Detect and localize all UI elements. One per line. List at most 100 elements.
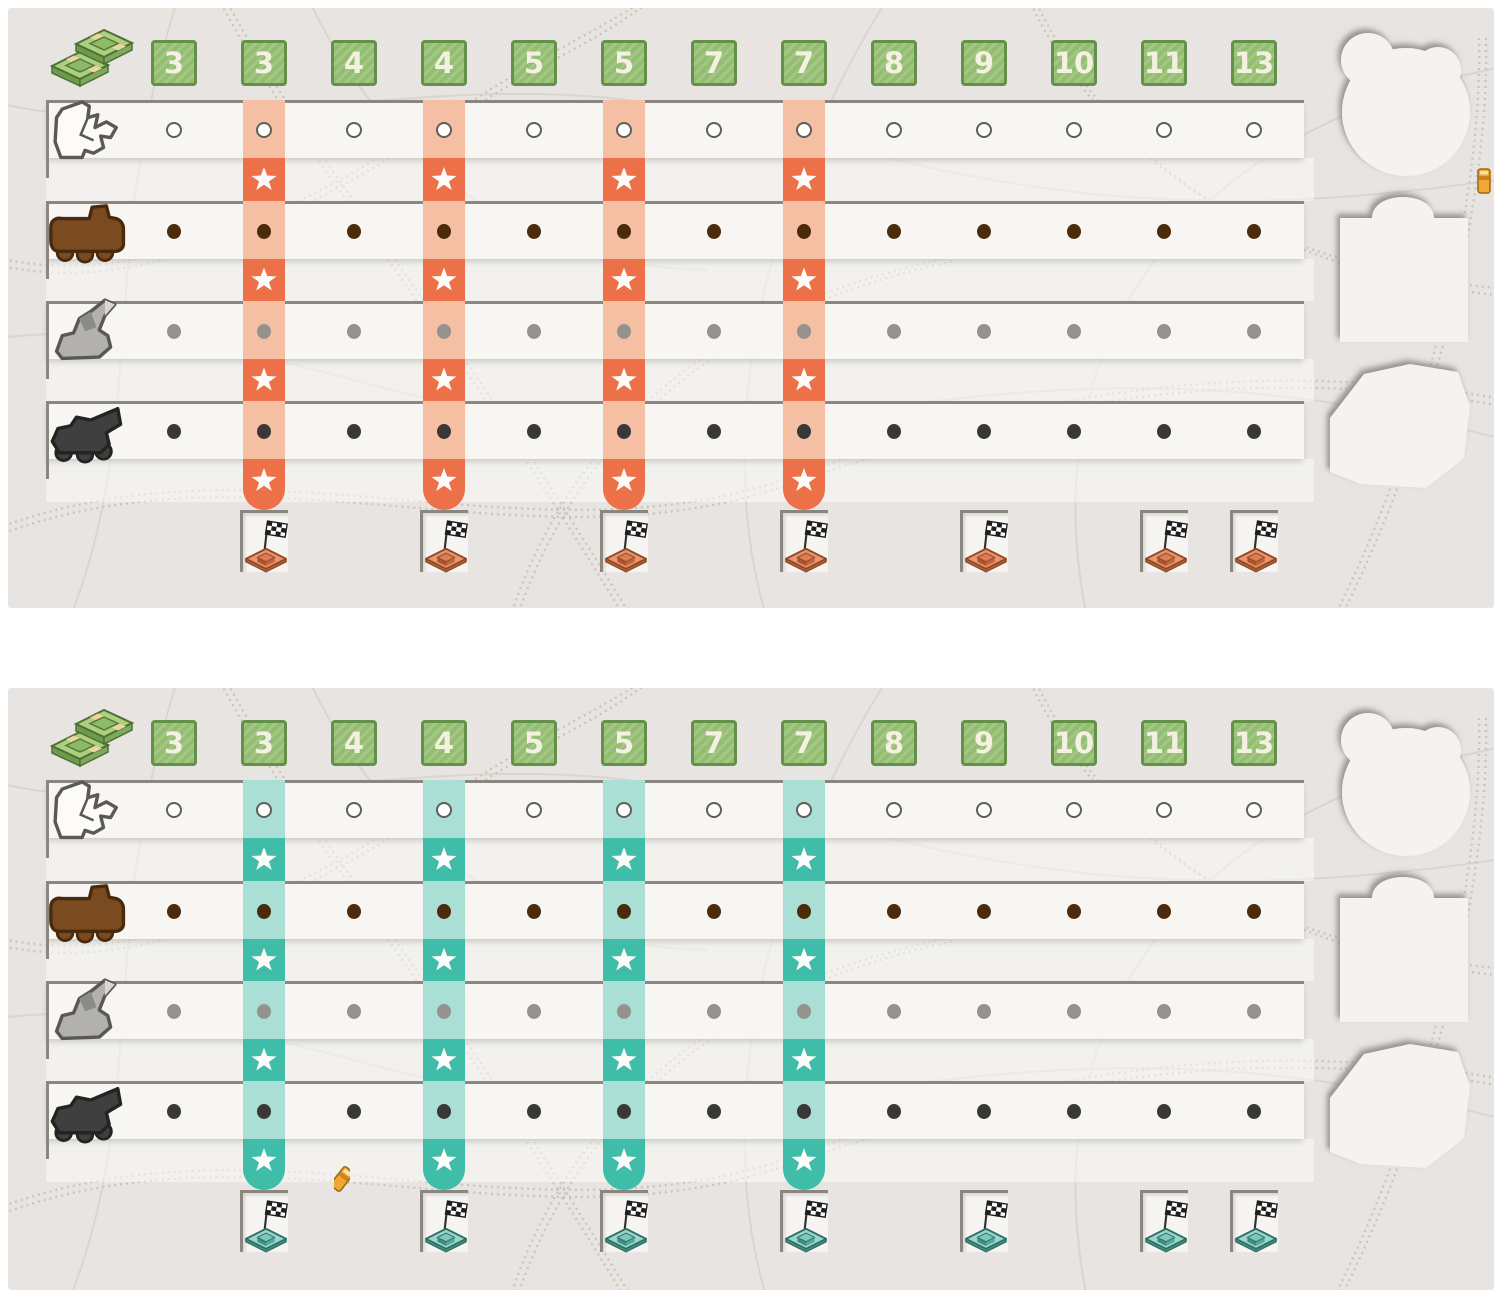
progress-dot <box>887 904 901 919</box>
price-tile-value: 3 <box>253 45 275 80</box>
price-tile-value: 4 <box>343 725 365 760</box>
excavator-icon <box>54 978 117 1041</box>
progress-dot <box>1157 324 1171 339</box>
progress-dot <box>617 1004 631 1019</box>
price-tile: 10 <box>1051 720 1097 766</box>
progress-dot <box>707 424 721 439</box>
row-track-left-border <box>46 100 49 178</box>
progress-dot <box>256 802 272 818</box>
checkered-flag-station-icon <box>244 1200 288 1253</box>
row-gap-shadow <box>46 259 1314 301</box>
progress-dot <box>977 1104 991 1119</box>
checkered-flag-station-icon <box>784 1200 828 1253</box>
progress-dot <box>347 1104 361 1119</box>
progress-dot <box>797 1004 811 1019</box>
price-tile-value: 5 <box>613 725 635 760</box>
bulldozer-outline-icon <box>53 780 119 840</box>
progress-dot <box>1067 424 1081 439</box>
price-tile: 4 <box>331 40 377 86</box>
progress-dot <box>437 224 451 239</box>
price-tile-value: 11 <box>1143 45 1185 80</box>
price-tile: 3 <box>151 40 197 86</box>
progress-dot <box>1247 904 1261 919</box>
progress-dot <box>257 224 271 239</box>
progress-dot <box>887 424 901 439</box>
progress-dot <box>167 1004 181 1019</box>
progress-dot <box>976 122 992 138</box>
progress-dot <box>707 1004 721 1019</box>
progress-dot <box>796 802 812 818</box>
checkered-flag-station-icon <box>1144 520 1188 573</box>
progress-dot <box>617 224 631 239</box>
progress-dot <box>797 224 811 239</box>
vehicle-row-track <box>46 981 1304 1039</box>
row-track-left-border <box>46 981 49 1059</box>
finish-slot <box>240 510 288 573</box>
row-gap-shadow <box>46 158 1314 201</box>
price-tile-value: 4 <box>433 45 455 80</box>
progress-dot <box>256 122 272 138</box>
checkered-flag-station-icon <box>604 520 648 573</box>
progress-dot <box>347 1004 361 1019</box>
price-tile-value: 4 <box>433 725 455 760</box>
die-cut-shapes <box>1330 713 1470 1168</box>
checkered-flag-station-icon <box>964 520 1008 573</box>
progress-dot <box>346 122 362 138</box>
finish-slot <box>960 1190 1008 1253</box>
price-tile: 8 <box>871 720 917 766</box>
progress-dot <box>1157 1004 1171 1019</box>
progress-dot <box>437 1004 451 1019</box>
progress-dot <box>1157 1104 1171 1119</box>
progress-dot <box>257 424 271 439</box>
finish-slot <box>420 1190 468 1253</box>
teal-player-board: 3 3 4 4 5 5 7 7 8 9 10 11 13 <box>8 688 1494 1290</box>
bonus-star-track <box>603 100 645 510</box>
progress-dot <box>797 1104 811 1119</box>
bulldozer-outline-icon <box>53 100 119 160</box>
price-tile-value: 3 <box>163 45 185 80</box>
progress-dot <box>527 424 541 439</box>
price-tile: 11 <box>1141 720 1187 766</box>
progress-dot <box>1157 224 1171 239</box>
progress-dot <box>1156 122 1172 138</box>
progress-dot <box>527 904 541 919</box>
progress-dot <box>707 1104 721 1119</box>
cutout-tab <box>1340 197 1468 342</box>
progress-dot <box>796 122 812 138</box>
progress-dot <box>526 802 542 818</box>
price-tile: 7 <box>781 720 827 766</box>
progress-dot <box>257 1104 271 1119</box>
progress-dot <box>797 424 811 439</box>
price-tile: 4 <box>331 720 377 766</box>
finish-slot <box>780 1190 828 1253</box>
bonus-star-track <box>783 100 825 510</box>
progress-dot <box>617 1104 631 1119</box>
price-tile-value: 11 <box>1143 725 1185 760</box>
bonus-star-track <box>783 780 825 1190</box>
progress-dot <box>257 324 271 339</box>
price-tile: 8 <box>871 40 917 86</box>
checkered-flag-station-icon <box>784 520 828 573</box>
row-gap-shadow <box>46 1139 1314 1182</box>
progress-dot <box>437 324 451 339</box>
progress-dot <box>167 1104 181 1119</box>
price-tile-value: 13 <box>1233 45 1275 80</box>
price-tile: 9 <box>961 40 1007 86</box>
vehicle-row-track <box>46 881 1304 939</box>
progress-dot <box>976 802 992 818</box>
price-tile-value: 7 <box>703 725 725 760</box>
progress-dot <box>1247 324 1261 339</box>
progress-dot <box>1067 224 1081 239</box>
finish-slot <box>1140 1190 1188 1253</box>
checkered-flag-station-icon <box>964 1200 1008 1253</box>
vehicle-row-track <box>46 201 1304 259</box>
progress-dot <box>797 904 811 919</box>
progress-dot <box>1067 1004 1081 1019</box>
money-stack-icon <box>50 28 135 88</box>
progress-dot <box>617 324 631 339</box>
progress-dot <box>887 224 901 239</box>
finish-slot <box>420 510 468 573</box>
bonus-star-track <box>603 780 645 1190</box>
price-tile-value: 13 <box>1233 725 1275 760</box>
checkered-flag-station-icon <box>1234 1200 1278 1253</box>
